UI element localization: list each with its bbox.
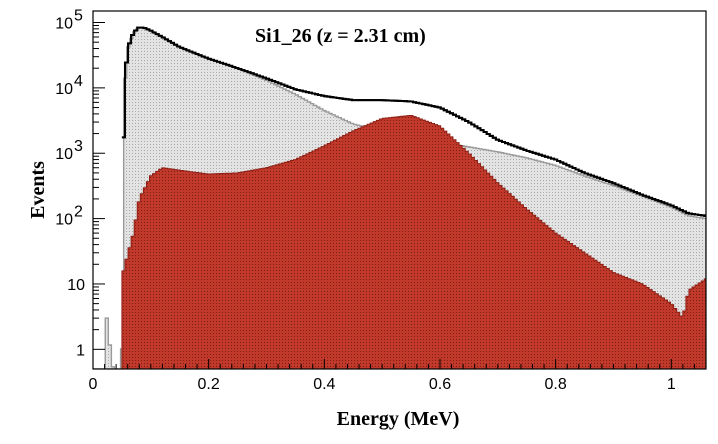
y-axis-title: Events [27, 161, 49, 219]
y-tick-base: 10 [55, 212, 73, 229]
series-total-outline [121, 26, 706, 217]
y-tick-label: 10 [55, 81, 73, 98]
x-axis-title: Energy (MeV) [337, 408, 460, 430]
x-tick-label: 0.8 [545, 376, 567, 393]
x-tick-label: 0.6 [429, 376, 451, 393]
y-tick-label: 10 [55, 16, 73, 33]
y-tick-base: 10 [55, 81, 73, 98]
x-axis: 0 0.2 0.4 0.6 0.8 1 [89, 359, 695, 393]
y-tick-label: 10 [55, 212, 73, 229]
y-tick-exponent: 4 [74, 73, 83, 90]
y-tick-exponent: 5 [74, 8, 83, 25]
y-tick-base: 10 [55, 16, 73, 33]
plot-frame [92, 10, 707, 370]
x-tick-label: 0 [89, 376, 98, 393]
series-signal [121, 115, 706, 369]
chart-title: Si1_26 (z = 2.31 cm) [255, 25, 426, 47]
x-tick-label: 0.2 [198, 376, 220, 393]
y-tick-base: 10 [55, 146, 73, 163]
x-tick-label: 1 [667, 376, 676, 393]
x-tick-label: 0.4 [313, 376, 335, 393]
series-layer [93, 26, 706, 369]
y-tick-label: 10 [55, 146, 73, 163]
y-tick-exponent: 3 [74, 138, 83, 155]
y-tick-label: 10 [67, 277, 85, 294]
y-tick-label: 1 [76, 342, 85, 359]
y-tick-exponent: 2 [74, 204, 83, 221]
